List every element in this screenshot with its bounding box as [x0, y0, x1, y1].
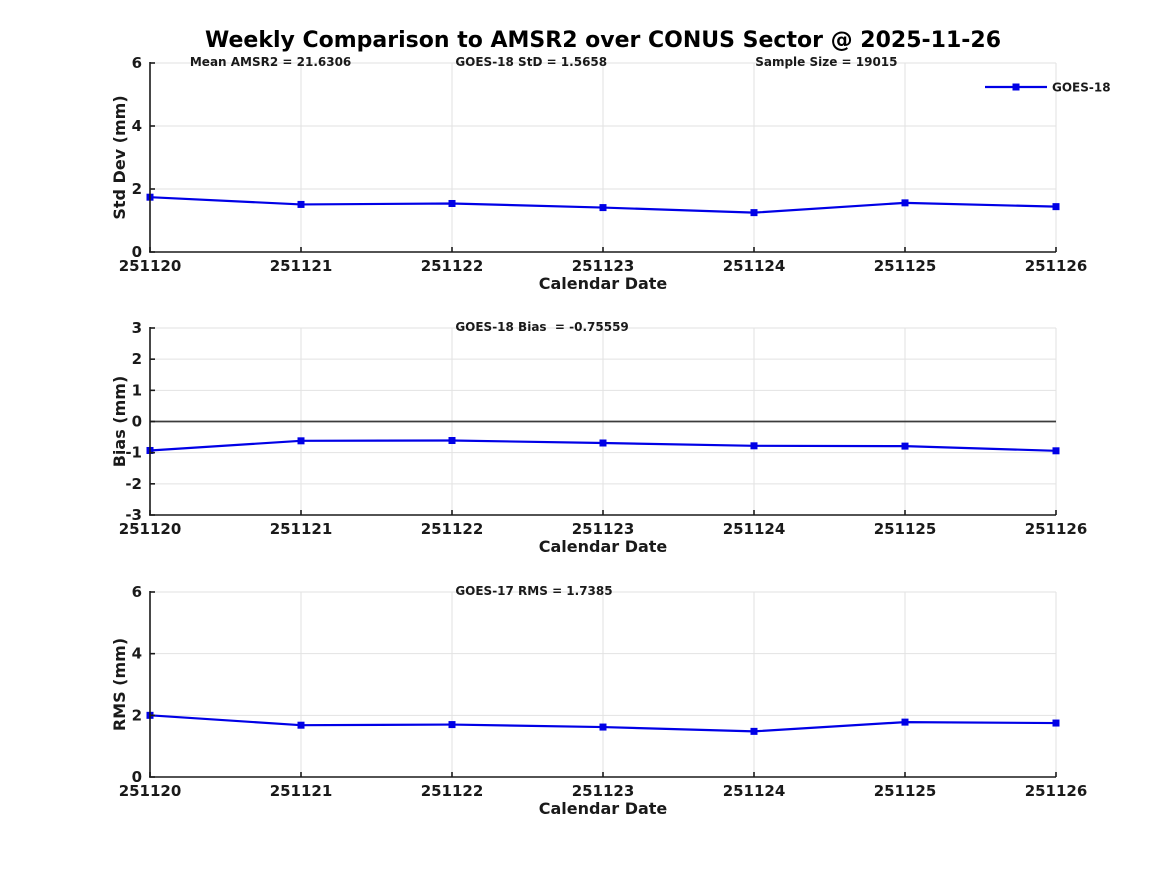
x-tick-label: 251122 [421, 520, 484, 538]
y-tick-label: 0 [132, 243, 142, 261]
stat-annotation: GOES-18 Bias = -0.75559 [455, 320, 628, 334]
x-tick-label: 251120 [119, 782, 182, 800]
data-point-marker [297, 437, 305, 445]
data-point-marker [901, 199, 909, 207]
panel-2: 251120 251121 251122 251123 251124 251125 2511… [110, 319, 1087, 556]
data-point-marker [448, 721, 456, 729]
data-point-marker [448, 199, 456, 207]
data-point-marker [297, 200, 305, 208]
stat-annotation: Sample Size = 19015 [755, 55, 897, 69]
x-tick-label: 251124 [723, 782, 786, 800]
legend-label: GOES-18 [1052, 81, 1111, 95]
x-tick-label: 251125 [874, 257, 937, 275]
data-point-marker [750, 442, 758, 450]
data-point-marker [1052, 447, 1060, 455]
legend: GOES-18 [985, 81, 1111, 95]
stat-annotation: GOES-17 RMS = 1.7385 [455, 584, 612, 598]
data-point-marker [1052, 203, 1060, 211]
y-tick-label: -1 [125, 444, 142, 462]
data-point-marker [297, 721, 305, 729]
data-point-marker [599, 204, 607, 212]
x-tick-label: 251122 [421, 782, 484, 800]
data-point-marker [1052, 719, 1060, 727]
x-tick-label: 251123 [572, 782, 635, 800]
panel-1: 251120 251121 251122 251123 251124 251125 2511… [110, 54, 1111, 293]
y-tick-label: 4 [132, 645, 142, 663]
x-tick-label: 251120 [119, 257, 182, 275]
y-axis-label: Std Dev (mm) [110, 95, 129, 219]
x-axis-label: Calendar Date [539, 799, 668, 818]
panel-3: 251120 251121 251122 251123 251124 251125 2511… [110, 583, 1087, 818]
y-tick-label: 2 [132, 350, 142, 368]
y-tick-label: -3 [125, 506, 142, 524]
data-point-marker [448, 437, 456, 445]
stat-annotation: Mean AMSR2 = 21.6306 [190, 55, 351, 69]
data-point-marker [750, 209, 758, 217]
x-tick-label: 251126 [1025, 782, 1088, 800]
x-tick-label: 251125 [874, 520, 937, 538]
y-tick-label: 4 [132, 117, 142, 135]
legend-marker [1012, 83, 1020, 91]
x-tick-label: 251120 [119, 520, 182, 538]
x-tick-label: 251125 [874, 782, 937, 800]
y-tick-label: 2 [132, 180, 142, 198]
y-tick-label: 6 [132, 54, 142, 72]
x-tick-label: 251126 [1025, 520, 1088, 538]
x-tick-label: 251126 [1025, 257, 1088, 275]
data-point-marker [599, 439, 607, 447]
x-tick-label: 251121 [270, 782, 333, 800]
data-point-marker [750, 727, 758, 735]
x-tick-label: 251122 [421, 257, 484, 275]
y-tick-label: 3 [132, 319, 142, 337]
y-axis-label: RMS (mm) [110, 638, 129, 731]
y-tick-label: -2 [125, 475, 142, 493]
y-axis-label: Bias (mm) [110, 376, 129, 468]
y-tick-label: 6 [132, 583, 142, 601]
x-axis-label: Calendar Date [539, 537, 668, 556]
stat-annotation: GOES-18 StD = 1.5658 [455, 55, 607, 69]
x-tick-label: 251124 [723, 257, 786, 275]
x-tick-label: 251123 [572, 520, 635, 538]
x-tick-label: 251121 [270, 520, 333, 538]
data-point-marker [901, 718, 909, 726]
data-point-marker [599, 723, 607, 731]
x-tick-label: 251124 [723, 520, 786, 538]
chart-title: Weekly Comparison to AMSR2 over CONUS Se… [205, 28, 1001, 53]
y-tick-label: 0 [132, 413, 142, 431]
y-tick-label: 2 [132, 706, 142, 724]
x-axis-label: Calendar Date [539, 274, 668, 293]
data-point-marker [901, 442, 909, 450]
x-tick-label: 251121 [270, 257, 333, 275]
x-tick-label: 251123 [572, 257, 635, 275]
y-tick-label: 1 [132, 381, 142, 399]
y-tick-label: 0 [132, 768, 142, 786]
